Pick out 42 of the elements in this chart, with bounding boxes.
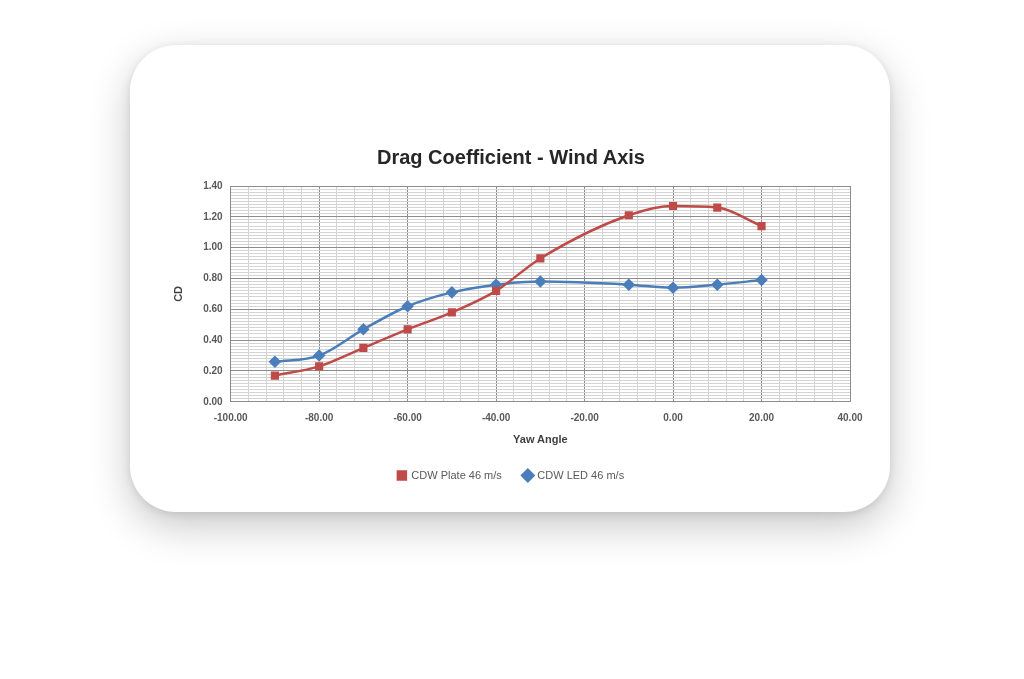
- point: [536, 254, 545, 263]
- point: [755, 274, 768, 286]
- y-tick-label: 0.60: [203, 303, 224, 315]
- point: [447, 308, 456, 317]
- point: [534, 275, 547, 288]
- legend-label: CDW Plate 46 m/s: [411, 468, 503, 481]
- point: [357, 323, 370, 336]
- point: [403, 325, 412, 334]
- y-tick-label: 0.20: [203, 364, 224, 376]
- x-tick-label: -40.00: [481, 411, 511, 423]
- x-tick-label: -20.00: [570, 411, 600, 423]
- point: [313, 349, 325, 362]
- y-tick-label: 0.40: [203, 333, 224, 345]
- x-tick-label: -100.00: [213, 411, 249, 423]
- point: [713, 203, 722, 212]
- point: [446, 286, 458, 299]
- y-tick-label: 1.00: [203, 241, 224, 253]
- x-axis-title: Yaw Angle: [513, 433, 568, 446]
- point: [315, 362, 324, 371]
- y-tick-label: 0.80: [203, 272, 224, 284]
- point: [667, 281, 679, 294]
- point: [359, 343, 368, 352]
- point: [668, 201, 678, 211]
- point: [269, 355, 281, 368]
- point: [624, 211, 633, 220]
- point: [623, 278, 635, 291]
- point: [711, 278, 724, 291]
- x-tick-label: 20.00: [749, 411, 775, 423]
- y-tick-label: 1.20: [203, 210, 224, 222]
- x-tick-label: 40.00: [837, 411, 863, 423]
- x-tick-label: -60.00: [393, 411, 423, 423]
- chart-title: Drag Coefficient - Wind Axis: [377, 145, 645, 168]
- x-tick-label: -80.00: [304, 411, 334, 423]
- x-tick-label: 0.00: [663, 411, 684, 423]
- legend-label: CDW LED 46 m/s: [537, 468, 625, 481]
- y-axis-title: CD: [171, 285, 184, 302]
- point: [270, 371, 279, 380]
- y-tick-label: 0.00: [203, 395, 224, 407]
- point: [401, 300, 414, 312]
- point: [492, 286, 501, 295]
- y-tick-label: 1.40: [203, 179, 224, 191]
- point: [757, 222, 766, 231]
